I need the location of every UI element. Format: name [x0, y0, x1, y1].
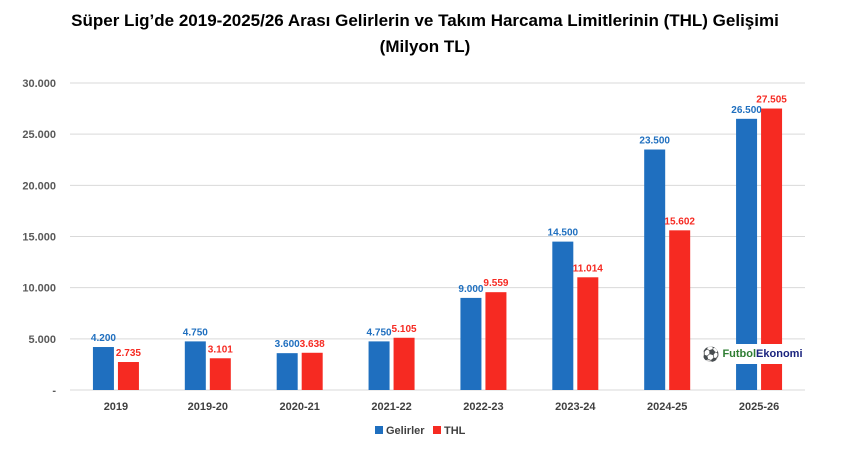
bar-gelirler	[276, 353, 298, 390]
data-label: 26.500	[731, 105, 762, 116]
bar-gelirler	[552, 241, 574, 390]
ball-icon: ⚽	[702, 345, 720, 362]
bar-thl	[761, 108, 783, 390]
legend-label: Gelirler	[386, 425, 425, 437]
chart-title: Süper Lig’de 2019-2025/26 Arası Gelirler…	[0, 8, 850, 60]
y-tick-label: 25.000	[22, 129, 56, 141]
data-label: 5.105	[392, 324, 417, 335]
y-tick-label: 10.000	[22, 283, 56, 295]
bar-gelirler	[92, 347, 114, 390]
x-tick-label: 2019-20	[188, 401, 228, 413]
bar-thl	[301, 352, 323, 390]
data-label: 3.600	[275, 339, 300, 350]
bar-thl	[485, 292, 507, 390]
bar-gelirler	[644, 149, 666, 390]
bar-thl	[209, 358, 231, 390]
x-tick-label: 2020-21	[280, 401, 320, 413]
bar-thl	[393, 337, 415, 390]
futbolekonomi-logo: ⚽ FutbolEkonomi	[702, 344, 803, 364]
data-label: 4.750	[367, 327, 392, 338]
data-label: 3.638	[300, 339, 325, 350]
bar-thl	[669, 230, 691, 390]
bar-gelirler	[736, 118, 758, 391]
x-tick-label: 2023-24	[555, 401, 596, 413]
title-line-1: Süper Lig’de 2019-2025/26 Arası Gelirler…	[71, 11, 779, 30]
x-tick-label: 2025-26	[739, 401, 779, 413]
legend-swatch	[433, 426, 441, 434]
data-label: 15.602	[664, 216, 695, 227]
data-label: 14.500	[548, 228, 579, 239]
data-label: 9.000	[458, 284, 483, 295]
data-label: 4.750	[183, 327, 208, 338]
x-tick-label: 2024-25	[647, 401, 687, 413]
data-label: 23.500	[639, 136, 670, 147]
data-label: 27.505	[756, 95, 787, 106]
data-label: 11.014	[573, 263, 603, 274]
legend-swatch	[375, 426, 383, 434]
bar-gelirler	[368, 341, 390, 390]
bar-thl	[117, 362, 139, 390]
logo-text-1: Futbol	[722, 348, 757, 360]
logo-text-2: Ekonomi	[756, 348, 803, 360]
data-label: 9.559	[483, 278, 508, 289]
bar-gelirler	[460, 297, 482, 390]
y-tick-label: 30.000	[22, 78, 56, 90]
x-tick-label: 2021-22	[371, 401, 411, 413]
y-tick-label: -	[52, 385, 56, 397]
y-tick-label: 20.000	[22, 180, 56, 192]
title-line-2: (Milyon TL)	[379, 37, 471, 56]
legend-label: THL	[444, 425, 466, 437]
bar-thl	[577, 277, 599, 390]
x-tick-label: 2022-23	[463, 401, 503, 413]
data-label: 2.735	[116, 348, 141, 359]
data-label: 3.101	[208, 344, 233, 355]
x-tick-label: 2019	[104, 401, 128, 413]
y-tick-label: 15.000	[22, 232, 56, 244]
bar-gelirler	[184, 341, 206, 390]
y-tick-label: 5.000	[28, 334, 56, 346]
data-label: 4.200	[91, 333, 116, 344]
